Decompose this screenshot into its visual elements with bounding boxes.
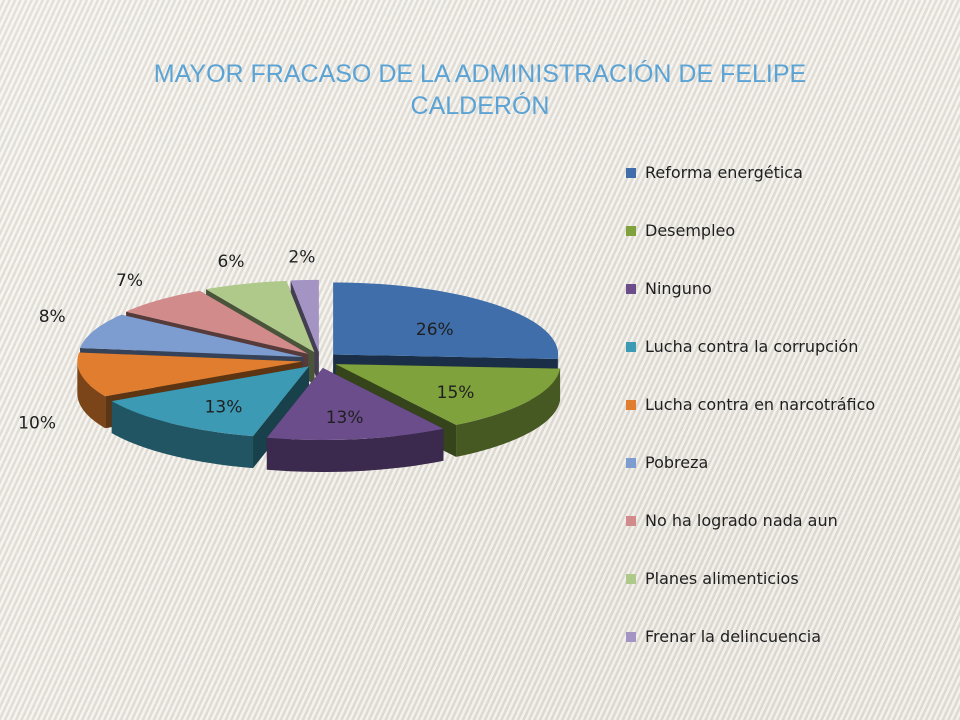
legend-swatch (626, 341, 636, 352)
legend-swatch (626, 399, 636, 410)
data-labels: 26% 15% 13% 13% 10% 8% 7% 6% 2% (18, 248, 474, 434)
legend-label: Desempleo (645, 221, 736, 240)
data-label: 13% (326, 408, 364, 428)
legend-item: Ninguno (626, 274, 875, 303)
data-label: 7% (116, 271, 143, 291)
legend-item: Lucha contra la corrupción (626, 332, 875, 361)
legend-item: Pobreza (626, 448, 875, 477)
legend-swatch (626, 167, 636, 178)
legend-label: Planes alimenticios (645, 569, 799, 588)
legend-label: Lucha contra en narcotráfico (645, 395, 876, 414)
legend-label: No ha logrado nada aun (645, 511, 838, 530)
legend-swatch (626, 457, 636, 468)
data-label: 15% (437, 383, 475, 403)
legend-item: Frenar la delincuencia (626, 622, 875, 651)
data-label: 13% (205, 398, 243, 418)
pie-slices (77, 279, 561, 472)
chart-legend: Reforma energética Desempleo Ninguno Lucha … (626, 158, 875, 680)
legend-swatch (626, 283, 636, 294)
legend-swatch (626, 573, 636, 584)
data-label: 6% (218, 252, 245, 272)
legend-label: Pobreza (645, 453, 709, 472)
legend-swatch (626, 515, 636, 526)
data-label: 8% (39, 307, 66, 327)
pie-slice (266, 368, 444, 472)
legend-label: Frenar la delincuencia (645, 627, 822, 646)
legend-item: Lucha contra en narcotráfico (626, 390, 875, 419)
legend-item: Desempleo (626, 216, 875, 245)
legend-item: Reforma energética (626, 158, 875, 187)
legend-item: Planes alimenticios (626, 564, 875, 593)
data-label: 2% (288, 248, 315, 268)
legend-swatch (626, 631, 636, 642)
legend-label: Ninguno (645, 279, 712, 298)
legend-item: No ha logrado nada aun (626, 506, 875, 535)
data-label: 10% (18, 414, 56, 434)
legend-label: Reforma energética (645, 163, 803, 182)
chart-title: MAYOR FRACASO DE LA ADMINISTRACIÓN DE FE… (153, 60, 807, 120)
legend-label: Lucha contra la corrupción (645, 337, 859, 356)
legend-swatch (626, 225, 636, 236)
data-label: 26% (416, 320, 454, 340)
